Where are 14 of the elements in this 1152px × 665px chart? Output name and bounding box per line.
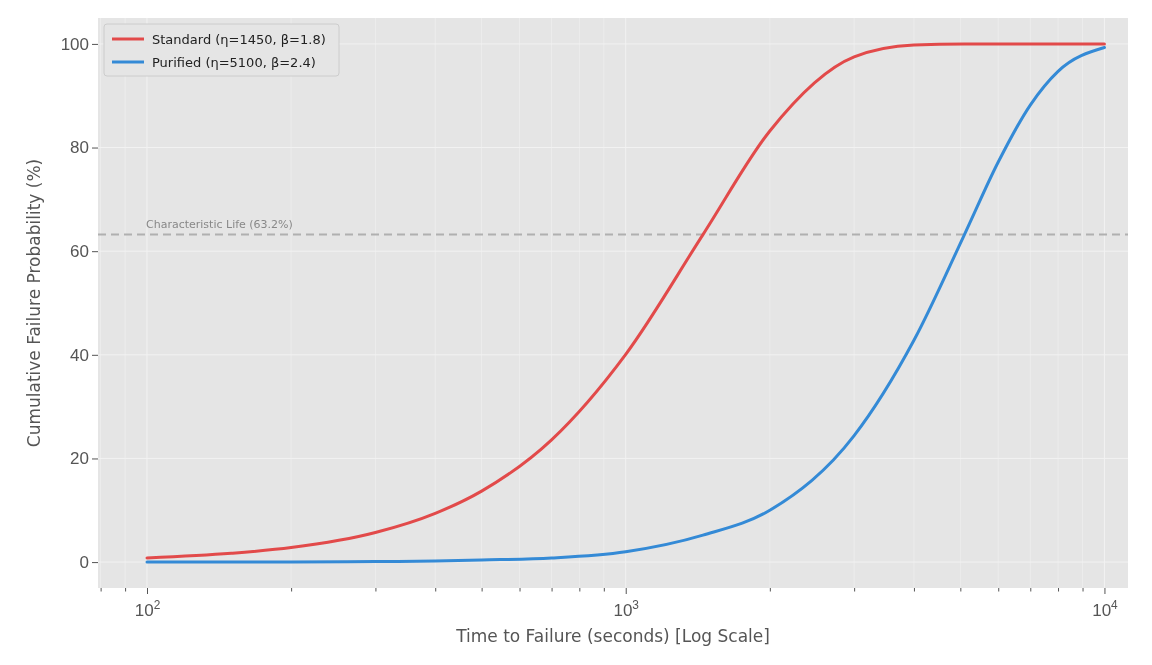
y-tick-label: 100 xyxy=(60,34,89,54)
x-tick-label: 10$^{2}$ xyxy=(134,597,161,620)
y-axis-title: Cumulative Failure Probability (%) xyxy=(24,158,44,448)
y-tick-label: 80 xyxy=(70,138,89,158)
y-tick-label: 20 xyxy=(70,449,89,469)
y-tick-label: 40 xyxy=(70,345,89,365)
x-tick-label: 10$^{4}$ xyxy=(1092,597,1119,620)
legend-label: Purified (η=5100, β=2.4) xyxy=(152,55,316,70)
x-tick-label: 10$^{3}$ xyxy=(613,597,640,620)
x-axis-title: Time to Failure (seconds) [Log Scale] xyxy=(455,626,770,646)
legend-label: Standard (η=1450, β=1.8) xyxy=(152,32,326,47)
y-tick-label: 60 xyxy=(70,242,89,262)
ref-line-label: Characteristic Life (63.2%) xyxy=(146,217,293,231)
y-tick-label: 0 xyxy=(79,553,89,573)
